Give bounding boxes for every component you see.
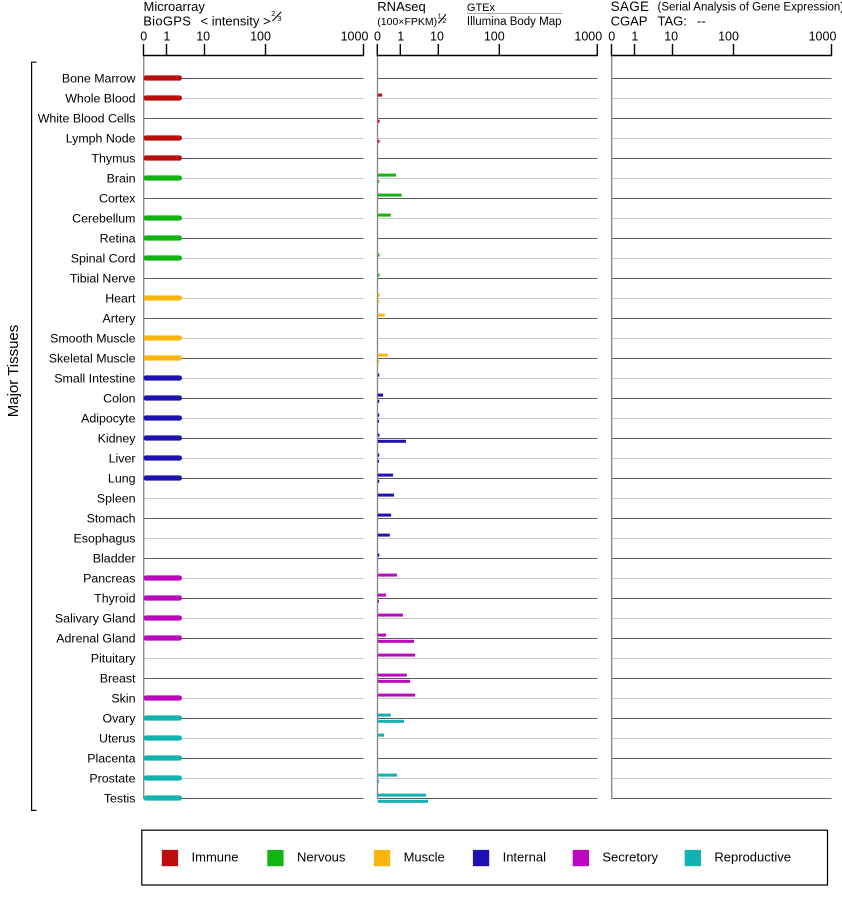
svg-text:Reproductive: Reproductive	[714, 850, 791, 865]
svg-text:100: 100	[484, 30, 505, 44]
svg-text:Stomach: Stomach	[87, 511, 136, 525]
svg-text:1: 1	[397, 30, 404, 44]
svg-text:Small Intestine: Small Intestine	[54, 371, 135, 385]
svg-text:< intensity >: < intensity >	[201, 14, 271, 29]
svg-text:1000: 1000	[809, 30, 837, 44]
svg-text:Adrenal Gland: Adrenal Gland	[56, 631, 135, 645]
svg-text:0: 0	[608, 30, 615, 44]
svg-text:Breast: Breast	[100, 671, 136, 685]
svg-text:2: 2	[442, 16, 446, 25]
svg-text:10: 10	[664, 30, 678, 44]
svg-text:Muscle: Muscle	[404, 850, 445, 865]
svg-text:Skin: Skin	[111, 691, 135, 705]
svg-text:Spleen: Spleen	[97, 491, 136, 505]
svg-text:Lymph Node: Lymph Node	[66, 131, 136, 145]
svg-text:Ovary: Ovary	[102, 711, 136, 725]
svg-text:Thymus: Thymus	[91, 151, 135, 165]
svg-text:0: 0	[374, 30, 381, 44]
svg-text:Liver: Liver	[109, 451, 136, 465]
svg-text:Artery: Artery	[102, 311, 136, 325]
svg-text:(100×FPKM): (100×FPKM)	[377, 16, 437, 28]
svg-text:Thyroid: Thyroid	[94, 591, 135, 605]
svg-text:Immune: Immune	[192, 850, 239, 865]
svg-text:Placenta: Placenta	[87, 751, 135, 765]
svg-text:SAGE: SAGE	[611, 0, 650, 14]
svg-text:1: 1	[438, 12, 442, 21]
svg-text:Lung: Lung	[108, 471, 136, 485]
svg-text:Smooth Muscle: Smooth Muscle	[50, 331, 136, 345]
svg-text:Prostate: Prostate	[89, 771, 135, 785]
svg-text:Secretory: Secretory	[602, 850, 658, 865]
svg-text:10: 10	[430, 30, 444, 44]
svg-text:Kidney: Kidney	[98, 431, 137, 445]
svg-text:TAG:: TAG:	[658, 13, 687, 28]
svg-text:Cortex: Cortex	[99, 191, 136, 205]
svg-text:RNAseq: RNAseq	[377, 0, 425, 14]
svg-text:Microarray: Microarray	[144, 0, 206, 14]
svg-text:3: 3	[277, 14, 281, 23]
svg-text:Whole Blood: Whole Blood	[65, 91, 135, 105]
svg-text:Pituitary: Pituitary	[91, 651, 137, 665]
svg-text:Uterus: Uterus	[99, 731, 136, 745]
svg-text:1: 1	[163, 30, 170, 44]
svg-text:Skeletal Muscle: Skeletal Muscle	[49, 351, 136, 365]
svg-text:Cerebellum: Cerebellum	[72, 211, 135, 225]
svg-text:Heart: Heart	[105, 291, 136, 305]
svg-text:White Blood Cells: White Blood Cells	[38, 111, 136, 125]
svg-text:Pancreas: Pancreas	[83, 571, 135, 585]
svg-text:Bone Marrow: Bone Marrow	[62, 71, 136, 85]
svg-text:1000: 1000	[574, 30, 602, 44]
svg-text:Tibial Nerve: Tibial Nerve	[70, 271, 136, 285]
svg-text:100: 100	[250, 30, 271, 44]
svg-text:Retina: Retina	[100, 231, 136, 245]
svg-text:CGAP: CGAP	[611, 13, 648, 28]
svg-text:Brain: Brain	[107, 171, 136, 185]
svg-text:100: 100	[718, 30, 739, 44]
svg-text:--: --	[697, 13, 706, 28]
svg-text:Bladder: Bladder	[93, 551, 136, 565]
svg-text:Illumina Body Map: Illumina Body Map	[467, 16, 562, 28]
svg-text:Internal: Internal	[503, 850, 546, 865]
svg-text:1: 1	[631, 30, 638, 44]
svg-text:(Serial Analysis of Gene Expre: (Serial Analysis of Gene Expression)	[658, 2, 842, 14]
svg-text:Colon: Colon	[103, 391, 135, 405]
svg-text:Testis: Testis	[104, 791, 136, 805]
svg-text:Esophagus: Esophagus	[73, 531, 135, 545]
svg-text:GTEx: GTEx	[467, 2, 496, 14]
svg-text:Salivary Gland: Salivary Gland	[55, 611, 136, 625]
svg-text:1000: 1000	[341, 30, 369, 44]
svg-text:2: 2	[271, 9, 275, 18]
svg-text:Major Tissues: Major Tissues	[5, 325, 22, 418]
svg-text:Adipocyte: Adipocyte	[81, 411, 136, 425]
svg-text:10: 10	[196, 30, 210, 44]
svg-text:0: 0	[140, 30, 147, 44]
svg-text:BioGPS: BioGPS	[143, 14, 191, 29]
svg-text:Nervous: Nervous	[297, 850, 346, 865]
svg-text:Spinal Cord: Spinal Cord	[71, 251, 136, 265]
